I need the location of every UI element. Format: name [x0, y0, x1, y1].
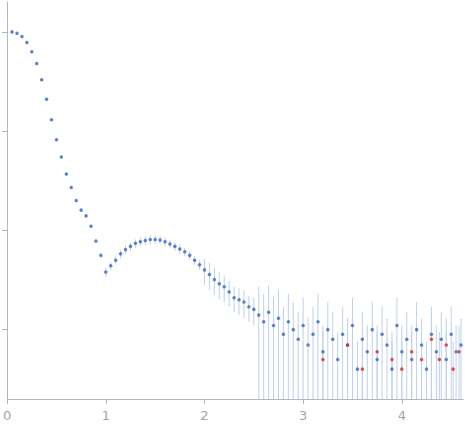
svg-text:3: 3	[299, 408, 307, 423]
svg-text:0: 0	[3, 408, 11, 423]
svg-text:2: 2	[200, 408, 208, 423]
svg-text:4: 4	[398, 408, 406, 423]
svg-text:1: 1	[102, 408, 110, 423]
